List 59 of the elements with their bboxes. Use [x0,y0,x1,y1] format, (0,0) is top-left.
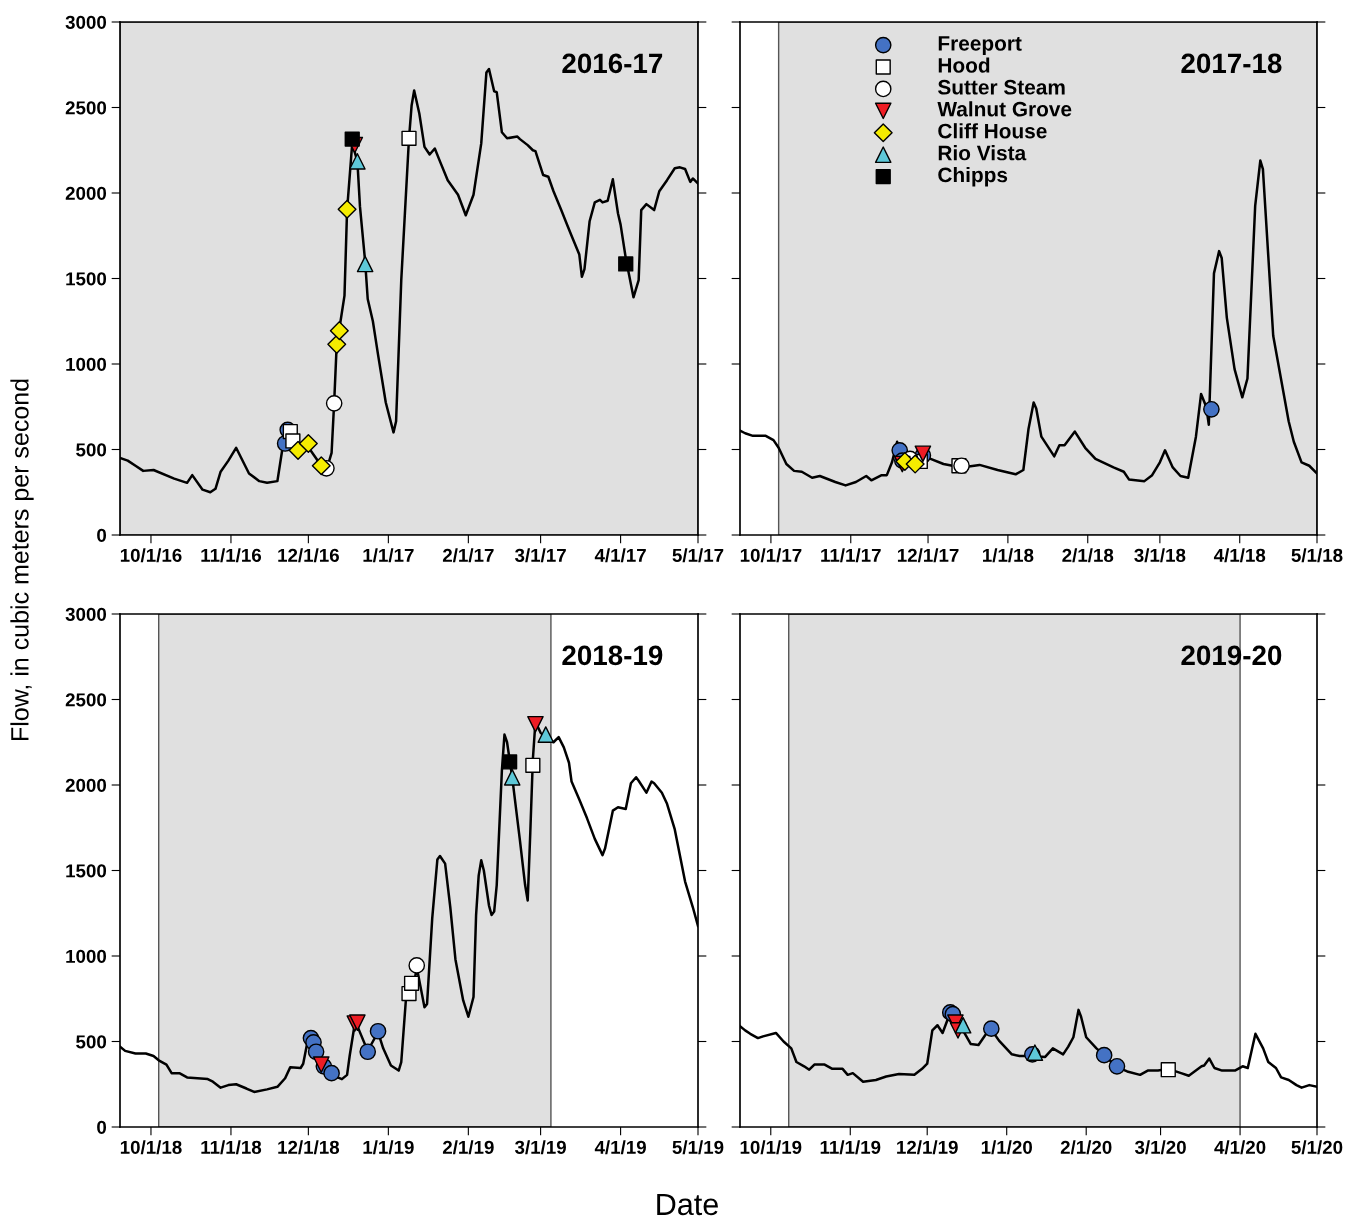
x-tick-label: 2/1/18 [1062,548,1114,563]
x-tick-label: 5/1/17 [672,548,724,563]
x-axis-title: Date [657,1193,718,1216]
y-tick-label: 2500 [65,693,107,707]
x-tick-label: 11/1/19 [820,1140,881,1155]
x-tick-label: 12/1/16 [278,548,339,563]
x-tick-label: 12/1/19 [897,1140,958,1155]
x-tick-label: 4/1/20 [1214,1140,1266,1155]
text: 2017-18 [1181,53,1282,74]
y-tick-label: 0 [97,528,107,542]
x-tick-label: 2/1/20 [1060,1140,1112,1155]
y-axis-title: Flow, in cubic meters per second [10,379,34,740]
y-tick-label: 2000 [65,186,107,200]
x-tick-label: 11/1/17 [821,548,881,563]
x-tick-label: 1/1/18 [983,548,1034,563]
legend-label: Cliff House [938,123,1047,139]
x-tick-label: 3/1/20 [1134,1140,1186,1155]
legend-label: Hood [938,57,990,73]
text: 2019-20 [1181,645,1282,666]
y-tick-label: 1500 [66,864,107,878]
text: 2018-19 [562,645,663,666]
x-tick-label: 10/1/17 [740,548,802,563]
legend-label: Freeport [938,36,1022,55]
x-tick-label: 11/1/18 [201,1140,262,1155]
y-tick-label: 1000 [66,357,107,371]
legend-label: Sutter Steam [937,79,1065,95]
y-tick-label: 500 [76,1035,107,1049]
x-tick-label: 5/1/19 [672,1140,724,1155]
x-tick-label: 3/1/18 [1134,548,1186,563]
x-tick-label: 4/1/18 [1213,548,1266,563]
legend-label: Rio Vista [938,145,1027,161]
y-tick-label: 3000 [65,607,107,621]
x-tick-label: 5/1/20 [1291,1140,1343,1155]
x-tick-label: 1/1/19 [363,1140,414,1155]
y-tick-label: 1500 [66,272,107,286]
x-tick-label: 10/1/16 [120,548,182,563]
x-tick-label: 2/1/19 [442,1140,494,1155]
x-tick-label: 10/1/18 [120,1140,182,1155]
x-tick-label: 3/1/19 [514,1140,566,1155]
x-tick-label: 12/1/17 [897,548,959,563]
y-tick-label: 0 [97,1120,107,1134]
x-tick-label: 1/1/20 [981,1140,1032,1155]
x-tick-label: 2/1/17 [442,548,494,563]
x-tick-label: 4/1/19 [594,1140,646,1155]
x-tick-label: 10/1/19 [740,1140,802,1155]
y-tick-label: 500 [76,443,107,457]
x-tick-label: 5/1/18 [1291,548,1343,563]
text: 2016-17 [562,53,663,74]
x-tick-label: 12/1/18 [278,1140,340,1155]
y-tick-label: 1000 [66,949,107,963]
x-tick-label: 3/1/17 [514,548,566,563]
y-tick-label: 2000 [65,778,107,792]
legend-label: Chipps [938,166,1008,187]
x-tick-label: 1/1/17 [363,548,414,563]
x-tick-label: 4/1/17 [594,548,646,563]
legend-label: Walnut Grove [937,101,1072,117]
y-tick-label: 3000 [65,15,107,29]
y-tick-label: 2500 [65,101,107,115]
x-tick-label: 11/1/16 [201,548,262,563]
